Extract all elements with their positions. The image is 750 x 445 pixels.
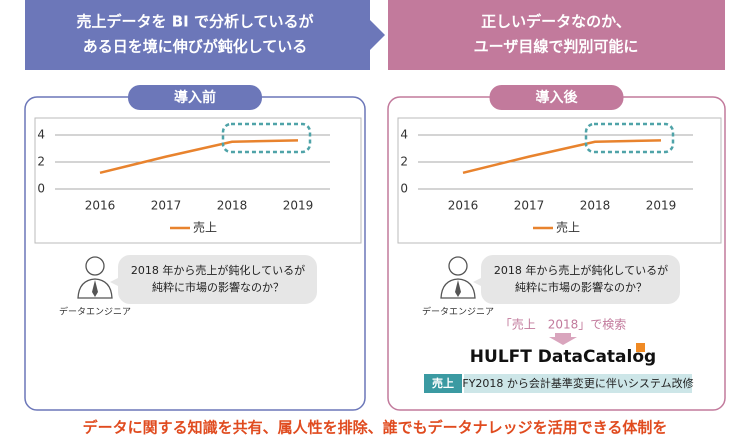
banner-right (388, 0, 725, 70)
line-series (99, 139, 299, 175)
banner-text: 正しいデータなのか、 (481, 13, 631, 31)
x-tick-label: 2016 (448, 199, 479, 213)
speech-text: 純粋に市場の影響なのか？ (515, 280, 647, 294)
footer-text: データに関する知識を共有、属人性を排除、誰でもデータナレッジを活用できる体制を (83, 419, 668, 437)
chart-box (397, 117, 722, 244)
x-tick-label: 2018 (217, 199, 248, 213)
search-text: 「売上 2018」で検索 (500, 317, 627, 332)
x-tick-label: 2017 (151, 199, 182, 213)
x-tick-label: 2018 (580, 199, 611, 213)
x-tick-label: 2019 (283, 199, 314, 213)
speech-text: 純粋に市場の影響なのか？ (152, 280, 284, 294)
banner-left (25, 0, 385, 70)
banner-text: ある日を境に伸びが鈍化している (83, 38, 308, 56)
speech-bubble (110, 255, 317, 304)
panel-tab (489, 85, 624, 110)
logo-mark (636, 343, 645, 352)
banner-text: 売上データを BI で分析しているが (76, 13, 314, 31)
role-label: データエンジニア (59, 306, 131, 318)
highlight (584, 122, 675, 154)
x-tick-label: 2019 (646, 199, 677, 213)
result-note-box (464, 374, 692, 393)
result-note: FY2018 から会計基準変更に伴いシステム改修 (462, 376, 693, 390)
person-tie (92, 280, 98, 297)
result-tag-box (424, 374, 462, 393)
speech-text: 2018 年から売上が鈍化しているが (131, 263, 305, 277)
panel-tab-label: 導入後 (536, 89, 579, 106)
arrow (549, 333, 577, 345)
result-tag: 売上 (432, 376, 454, 390)
legend-label: 売上 (193, 220, 217, 235)
panel-tab-label: 導入前 (174, 89, 216, 106)
x-tick-label: 2016 (85, 199, 116, 213)
highlight (221, 122, 312, 154)
role-label: データエンジニア (422, 306, 494, 318)
panel-tab (128, 85, 262, 110)
y-tick-label: 4 (37, 128, 45, 142)
banner-text: ユーザ目線で判別可能に (474, 38, 639, 56)
y-tick-label: 0 (400, 182, 408, 196)
y-tick-label: 2 (37, 155, 45, 169)
speech-text: 2018 年から売上が鈍化しているが (494, 263, 668, 277)
y-tick-label: 2 (400, 155, 408, 169)
person-head (448, 256, 468, 276)
line-series (462, 139, 662, 175)
legend-label: 売上 (556, 220, 580, 235)
person-tie (455, 280, 461, 297)
y-tick-label: 4 (400, 128, 408, 142)
speech-bubble (473, 255, 680, 304)
chart-box (34, 117, 362, 244)
person-head (85, 256, 105, 276)
y-tick-label: 0 (37, 182, 45, 196)
x-tick-label: 2017 (514, 199, 545, 213)
product-logo: HULFT DataCatalog (470, 347, 656, 367)
